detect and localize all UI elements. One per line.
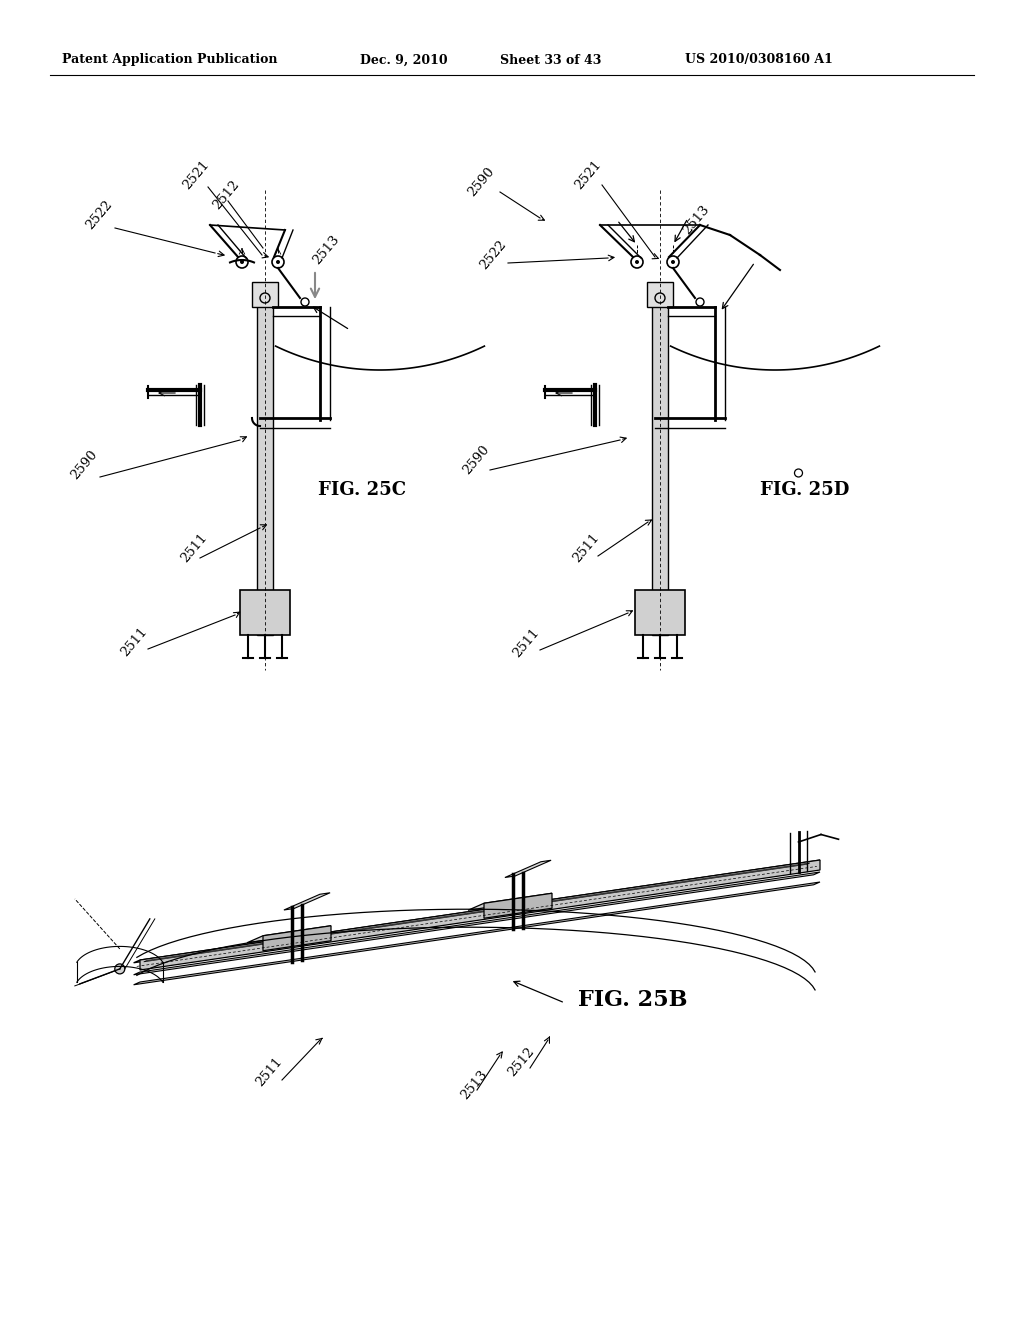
- Text: US 2010/0308160 A1: US 2010/0308160 A1: [685, 54, 833, 66]
- Bar: [652, 305, 668, 635]
- Circle shape: [115, 964, 125, 974]
- Polygon shape: [263, 925, 331, 950]
- Text: 2522: 2522: [83, 198, 115, 232]
- Polygon shape: [140, 861, 820, 970]
- Polygon shape: [133, 861, 820, 962]
- Bar: [252, 282, 278, 308]
- Polygon shape: [284, 892, 330, 909]
- Text: 2590: 2590: [68, 447, 99, 482]
- Text: Patent Application Publication: Patent Application Publication: [62, 54, 278, 66]
- Text: 2511: 2511: [118, 624, 150, 659]
- Polygon shape: [133, 882, 820, 985]
- Text: FIG. 25B: FIG. 25B: [578, 989, 687, 1011]
- Text: FIG. 25D: FIG. 25D: [760, 480, 849, 499]
- Polygon shape: [247, 925, 331, 942]
- Polygon shape: [468, 894, 552, 911]
- Bar: [635, 590, 685, 635]
- Text: 2512: 2512: [505, 1045, 537, 1078]
- Polygon shape: [505, 861, 551, 878]
- Text: 2521: 2521: [572, 158, 603, 191]
- Text: 2513: 2513: [310, 232, 342, 267]
- Circle shape: [671, 260, 675, 264]
- Text: 2511: 2511: [570, 531, 601, 565]
- Circle shape: [635, 260, 639, 264]
- Text: Dec. 9, 2010: Dec. 9, 2010: [360, 54, 447, 66]
- Text: 2511: 2511: [253, 1055, 285, 1089]
- Bar: [647, 282, 673, 308]
- Polygon shape: [133, 873, 820, 974]
- Text: Sheet 33 of 43: Sheet 33 of 43: [500, 54, 601, 66]
- Text: 2521: 2521: [180, 158, 212, 191]
- Text: 2590: 2590: [460, 444, 492, 477]
- Text: 2511: 2511: [178, 531, 210, 565]
- Text: 2513: 2513: [458, 1068, 489, 1102]
- Text: 2512: 2512: [210, 178, 242, 213]
- Bar: [240, 590, 290, 635]
- Circle shape: [240, 260, 244, 264]
- Text: 2522: 2522: [477, 238, 509, 272]
- Text: 2513: 2513: [680, 203, 712, 238]
- Text: 2590: 2590: [465, 165, 497, 199]
- Bar: [257, 305, 273, 635]
- Polygon shape: [484, 894, 552, 919]
- Text: FIG. 25C: FIG. 25C: [318, 480, 407, 499]
- Polygon shape: [143, 863, 810, 962]
- Text: 2511: 2511: [510, 626, 542, 660]
- Circle shape: [276, 260, 280, 264]
